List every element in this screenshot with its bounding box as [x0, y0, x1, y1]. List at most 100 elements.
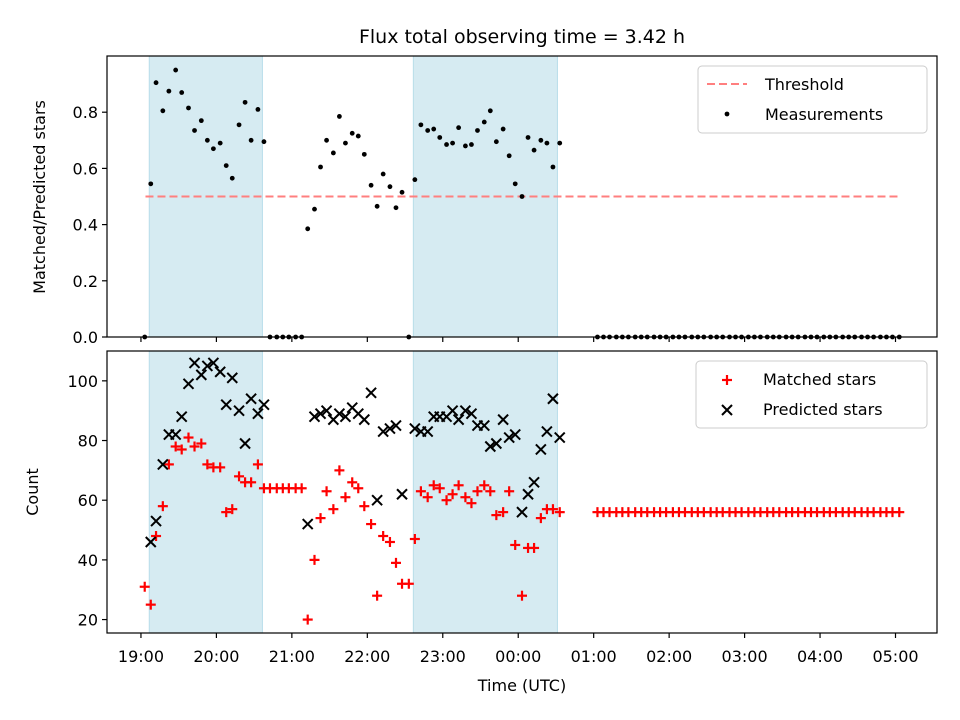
predicted-marker-b	[245, 393, 257, 405]
predicted-star-point	[390, 419, 402, 432]
x-tick-label: 23:00	[420, 647, 466, 666]
predicted-star-point	[333, 407, 346, 420]
measurement-point	[361, 151, 367, 157]
predicted-star-point	[409, 422, 421, 435]
predicted-star-point	[145, 536, 157, 548]
predicted-star-point	[314, 407, 327, 420]
measurement-point	[475, 128, 480, 133]
predicted-star-point	[226, 372, 238, 384]
matched-star-point	[472, 486, 483, 497]
matched-star-point	[415, 486, 426, 497]
measurement-point	[349, 130, 355, 136]
measurement-point	[248, 137, 254, 143]
matched-star-point	[347, 477, 358, 488]
top-x-ticks	[140, 337, 897, 342]
predicted-star-point	[554, 431, 566, 444]
top-y-tick-label: 0.0	[73, 328, 98, 347]
top-y-axis: 0.0 0.2 0.4 0.6 0.8	[73, 103, 107, 347]
predicted-star-point	[396, 488, 408, 500]
predicted-marker-b	[252, 407, 264, 420]
matched-star-point	[302, 614, 313, 625]
predicted-marker-b	[339, 410, 352, 423]
predicted-marker-b	[308, 410, 321, 423]
predicted-star-point	[214, 366, 226, 378]
predicted-star-point	[371, 494, 383, 506]
predicted-star-point	[157, 458, 169, 471]
predicted-star-point	[207, 357, 220, 369]
measurement-point	[198, 118, 204, 124]
predicted-marker-b	[320, 404, 333, 417]
legend-predicted-label: Predicted stars	[763, 400, 883, 419]
measurement-point	[456, 125, 462, 131]
predicted-star-point	[169, 428, 182, 441]
predicted-star-point	[188, 357, 201, 369]
predicted-star-point	[484, 440, 497, 453]
predicted-star-point	[365, 387, 377, 399]
predicted-marker-b	[371, 494, 383, 506]
matched-star-point	[366, 519, 377, 530]
matched-star-point	[372, 590, 383, 601]
matched-star-point	[139, 581, 150, 592]
predicted-star-point	[446, 404, 459, 417]
bottom-y-tick-label: 20	[78, 611, 98, 630]
predicted-star-point	[421, 425, 434, 438]
measurement-point	[192, 128, 197, 133]
measurement-point	[425, 128, 431, 133]
measurement-point	[493, 139, 499, 145]
measurement-point	[330, 150, 336, 156]
bottom-y-axis: 20 40 60 80 100	[67, 372, 107, 630]
measurement-point	[355, 133, 361, 139]
top-y-tick-label: 0.6	[73, 159, 98, 178]
measurement-point	[261, 139, 267, 145]
bottom-axes-frame	[106, 350, 938, 634]
measurement-point	[312, 206, 317, 212]
predicted-star-point	[547, 393, 559, 405]
measurement-point	[418, 122, 424, 128]
measurement-point	[412, 177, 418, 183]
predicted-marker-b	[459, 404, 472, 417]
x-tick-label: 04:00	[797, 647, 843, 666]
top-y-axis-label: Matched/Predicted stars	[30, 100, 49, 294]
predicted-star-point	[358, 413, 371, 426]
measurement-point	[538, 137, 544, 143]
matched-star-point	[359, 501, 370, 512]
bottom-y-axis-label: Count	[23, 468, 42, 516]
matched-star-point	[202, 459, 213, 470]
matched-star-point	[529, 542, 540, 553]
measurement-point	[487, 108, 493, 114]
predicted-star-point	[465, 407, 478, 420]
predicted-marker-b	[535, 443, 547, 456]
measurement-point	[544, 140, 550, 146]
matched-star-point	[221, 507, 232, 518]
measurement-point	[343, 140, 348, 146]
measurement-point	[399, 189, 405, 195]
measurement-point	[437, 135, 443, 140]
matched-star-point	[252, 459, 263, 470]
predicted-star-point	[541, 425, 553, 438]
predicted-marker-b	[157, 458, 169, 471]
measurement-point	[337, 114, 342, 119]
x-tick-label: 22:00	[344, 647, 390, 666]
matched-star-point	[384, 536, 395, 547]
measurement-point	[242, 99, 248, 105]
measurement-point	[519, 194, 525, 199]
measurement-point	[374, 203, 380, 209]
matched-star-point	[453, 480, 464, 491]
top-legend-box	[697, 65, 928, 134]
matched-star-point	[554, 507, 565, 518]
bottom-y-tick-label: 60	[78, 491, 98, 510]
predicted-marker-b	[516, 506, 528, 518]
predicted-marker-b	[195, 369, 208, 381]
matched-star-point	[170, 441, 181, 452]
matched-star-point	[334, 465, 345, 476]
measurement-point	[368, 182, 374, 188]
matched-star-point	[296, 483, 307, 494]
matched-star-point	[227, 504, 238, 515]
predicted-marker-b	[182, 378, 195, 390]
measurement-point	[380, 171, 386, 177]
predicted-star-point	[195, 369, 208, 381]
measurement-point	[173, 67, 179, 73]
predicted-star-point	[522, 488, 534, 500]
matched-star-point	[894, 507, 905, 518]
